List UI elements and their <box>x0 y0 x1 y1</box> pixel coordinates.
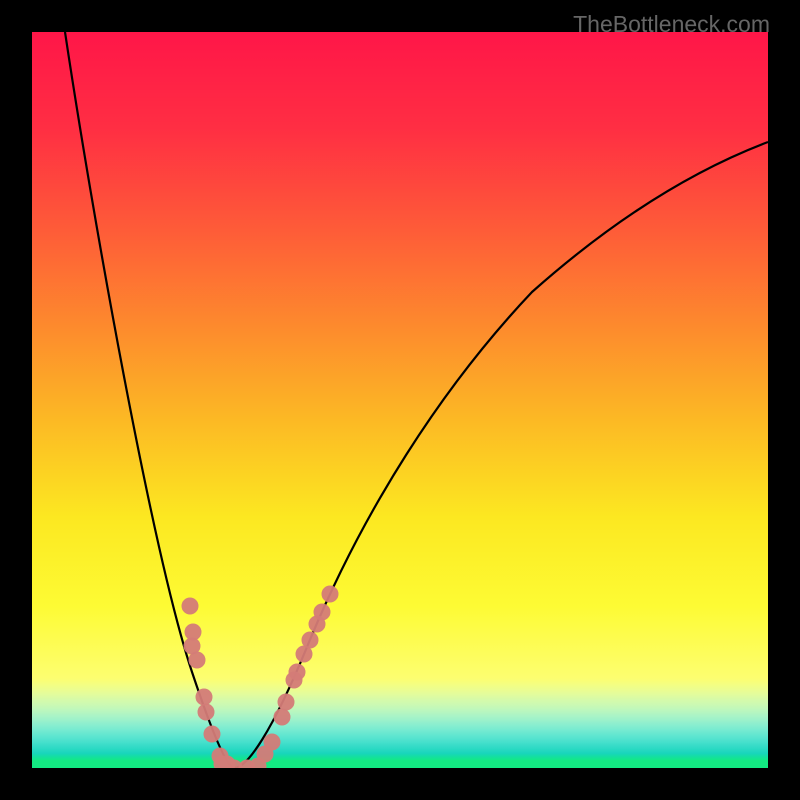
data-marker <box>289 664 305 680</box>
curve-left-limb <box>65 32 234 768</box>
data-marker <box>274 709 290 725</box>
chart-overlay <box>32 32 768 768</box>
data-marker <box>198 704 214 720</box>
data-marker <box>189 652 205 668</box>
data-marker <box>204 726 220 742</box>
chart-frame: TheBottleneck.com <box>0 0 800 800</box>
data-marker <box>264 734 280 750</box>
watermark-text: TheBottleneck.com <box>573 11 770 38</box>
data-marker <box>322 586 338 602</box>
data-marker <box>314 604 330 620</box>
data-marker <box>196 689 212 705</box>
data-marker <box>302 632 318 648</box>
data-marker <box>182 598 198 614</box>
data-marker <box>278 694 294 710</box>
plot-area <box>32 32 768 768</box>
curve-right-limb <box>234 142 768 768</box>
